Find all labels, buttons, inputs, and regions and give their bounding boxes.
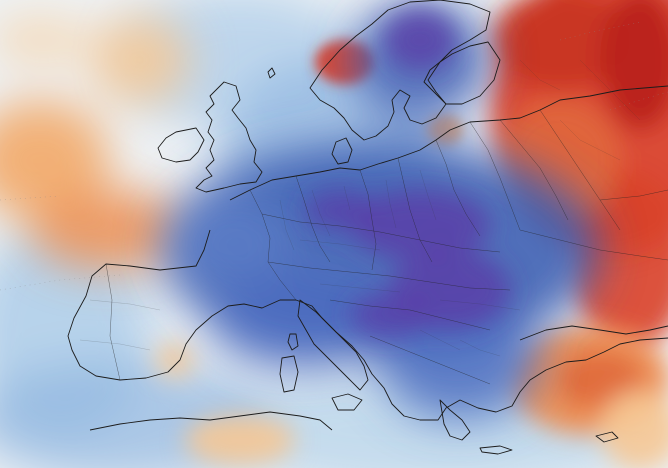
warm-field-west <box>0 15 190 270</box>
coast-black-sea <box>519 325 668 341</box>
coast-scandinavia <box>309 0 491 141</box>
coast-ireland <box>157 127 205 163</box>
coast-italy <box>297 299 369 391</box>
coast-crete <box>479 445 513 455</box>
coast-finland <box>427 41 501 105</box>
coast-denmark <box>331 137 353 165</box>
regional-borders <box>79 59 641 357</box>
graticule <box>0 21 668 291</box>
coast-corsica <box>287 333 299 351</box>
warm-field-south <box>155 342 295 465</box>
coast-sardinia <box>279 355 299 393</box>
country-borders <box>105 109 668 385</box>
coast-greece <box>439 399 471 441</box>
deep-cold-field <box>305 10 510 337</box>
coast-cyprus <box>595 431 619 443</box>
coastlines <box>67 0 668 455</box>
hot-field-east <box>490 0 668 350</box>
coast-sicily <box>331 393 363 411</box>
coast-north-africa <box>89 411 333 431</box>
coast-great-britain <box>195 81 263 193</box>
coast-shetland <box>267 67 276 79</box>
warm-field-southeast <box>510 325 668 468</box>
